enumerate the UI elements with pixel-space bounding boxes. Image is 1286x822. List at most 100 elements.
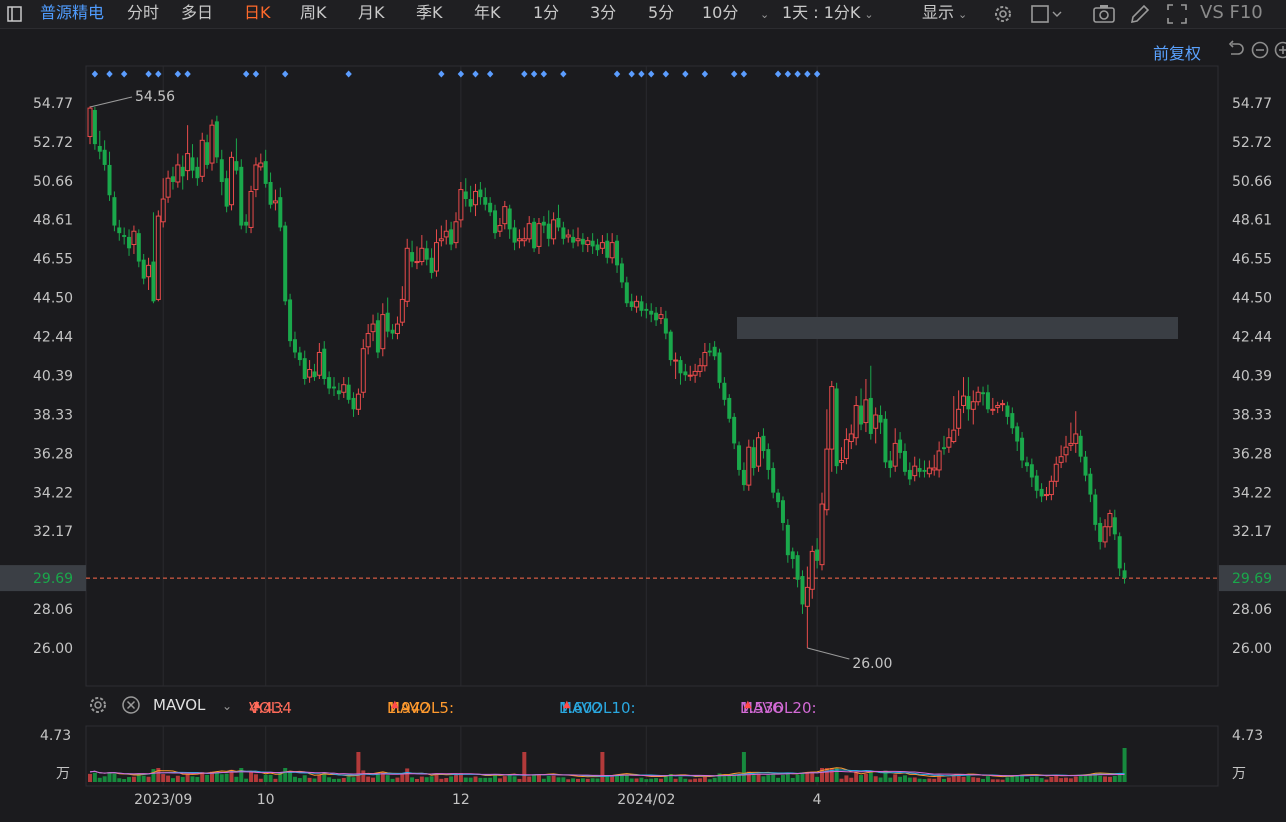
chevron-down-icon[interactable]: ⌄	[756, 0, 769, 28]
volume-bar	[186, 775, 190, 782]
signal-marker	[560, 71, 566, 78]
signal-marker	[628, 71, 634, 78]
indicator-name[interactable]: MAVOL	[153, 696, 205, 714]
stock-name[interactable]: 普源精电	[40, 0, 104, 28]
volume-bar	[1015, 776, 1019, 782]
vs-f10-label[interactable]: VS F10	[1200, 0, 1263, 28]
display-select[interactable]: 显示 ⌄	[922, 0, 967, 28]
tab-year-k[interactable]: 年K	[474, 0, 501, 28]
volume-bar	[610, 776, 614, 782]
volume-bar	[742, 752, 746, 782]
undo-icon[interactable]	[1226, 39, 1246, 65]
candle-body	[278, 197, 282, 227]
candle-body	[166, 178, 170, 197]
volume-bar	[820, 768, 824, 782]
candle-body	[586, 241, 590, 245]
signal-marker	[663, 71, 669, 78]
adjust-label[interactable]: 前复权	[1153, 40, 1201, 64]
signal-marker	[521, 71, 527, 78]
volume-bar	[1044, 780, 1048, 782]
volume-bar	[234, 777, 238, 782]
signal-marker	[614, 71, 620, 78]
range-select[interactable]: 1天 : 1分K ⌄	[782, 0, 874, 28]
pencil-icon[interactable]	[1128, 1, 1150, 29]
checkbox-icon[interactable]	[1030, 1, 1064, 29]
y-tick-label: 44.50	[1232, 291, 1272, 307]
volume-bar	[830, 768, 834, 782]
signal-marker	[638, 71, 644, 78]
candle-body	[786, 525, 790, 555]
volume-bar	[1103, 776, 1107, 782]
tab-quarter-k[interactable]: 季K	[416, 0, 443, 28]
up-triangle-icon: ▲	[253, 699, 261, 710]
volume-bar	[195, 777, 199, 782]
volume-bar	[161, 774, 165, 782]
candle-body	[215, 121, 219, 157]
candle-body	[1001, 404, 1005, 405]
close-icon[interactable]	[121, 695, 141, 719]
min-price-label: 26.00	[852, 656, 892, 672]
tab-fenshi[interactable]: 分时	[127, 0, 159, 28]
tab-month-k[interactable]: 月K	[358, 0, 385, 28]
y-tick-label: 42.44	[1232, 330, 1272, 346]
candle-body	[303, 358, 307, 379]
tab-3min[interactable]: 3分	[590, 0, 616, 28]
tab-duori[interactable]: 多日	[181, 0, 213, 28]
tab-1min[interactable]: 1分	[533, 0, 559, 28]
tab-week-k[interactable]: 周K	[300, 0, 327, 28]
zoom-in-icon[interactable]	[1273, 39, 1286, 65]
candle-body	[474, 191, 478, 204]
signal-marker	[785, 71, 791, 78]
volume-bar	[527, 777, 531, 782]
candle-body	[1084, 457, 1088, 476]
tab-10min[interactable]: 10分	[702, 0, 738, 28]
candle-body	[840, 460, 844, 462]
candle-body	[1074, 434, 1078, 443]
volume-bar	[1040, 778, 1044, 782]
candle-body	[542, 222, 546, 226]
candle-body	[239, 167, 243, 226]
up-triangle-icon: ▲	[744, 699, 752, 710]
candle-body	[395, 324, 399, 333]
candle-body	[1015, 426, 1019, 441]
volume-bar	[142, 776, 146, 782]
y-tick-label: 40.39	[33, 368, 73, 384]
volume-bar	[888, 778, 892, 782]
volume-bar	[537, 775, 541, 782]
volume-bar	[752, 775, 756, 782]
candle-body	[220, 159, 224, 182]
candle-body	[352, 398, 356, 409]
volume-bar	[718, 773, 722, 782]
y-tick-label: 48.61	[33, 213, 73, 229]
candle-body	[132, 231, 136, 244]
volume-bar	[644, 779, 648, 782]
gear-icon[interactable]	[992, 1, 1014, 29]
camera-icon[interactable]	[1092, 1, 1116, 29]
candle-body	[922, 470, 926, 472]
tab-day-k[interactable]: 日K	[244, 0, 271, 28]
volume-bar	[303, 775, 307, 782]
tab-5min[interactable]: 5分	[648, 0, 674, 28]
volume-bar	[400, 775, 404, 782]
sidebar-toggle-icon[interactable]	[6, 0, 24, 28]
fullscreen-icon[interactable]	[1165, 1, 1189, 29]
signal-marker	[648, 71, 654, 78]
volume-bar	[454, 775, 458, 782]
volume-bar	[98, 778, 102, 782]
candle-body	[459, 190, 463, 220]
y-tick-label: 34.22	[1232, 485, 1272, 501]
signal-marker	[458, 71, 464, 78]
volume-bar	[761, 776, 765, 782]
candle-body	[654, 313, 658, 321]
candle-body	[571, 237, 575, 243]
volume-bar	[239, 768, 243, 782]
zoom-out-icon[interactable]	[1250, 39, 1270, 65]
candle-body	[635, 301, 639, 307]
candle-body	[493, 210, 497, 233]
candle-body	[464, 191, 468, 199]
gear-icon[interactable]	[88, 695, 108, 719]
volume-bar	[361, 770, 365, 782]
chevron-down-icon[interactable]: ⌄	[222, 699, 232, 713]
candle-body	[805, 587, 809, 606]
volume-bar	[600, 752, 604, 782]
